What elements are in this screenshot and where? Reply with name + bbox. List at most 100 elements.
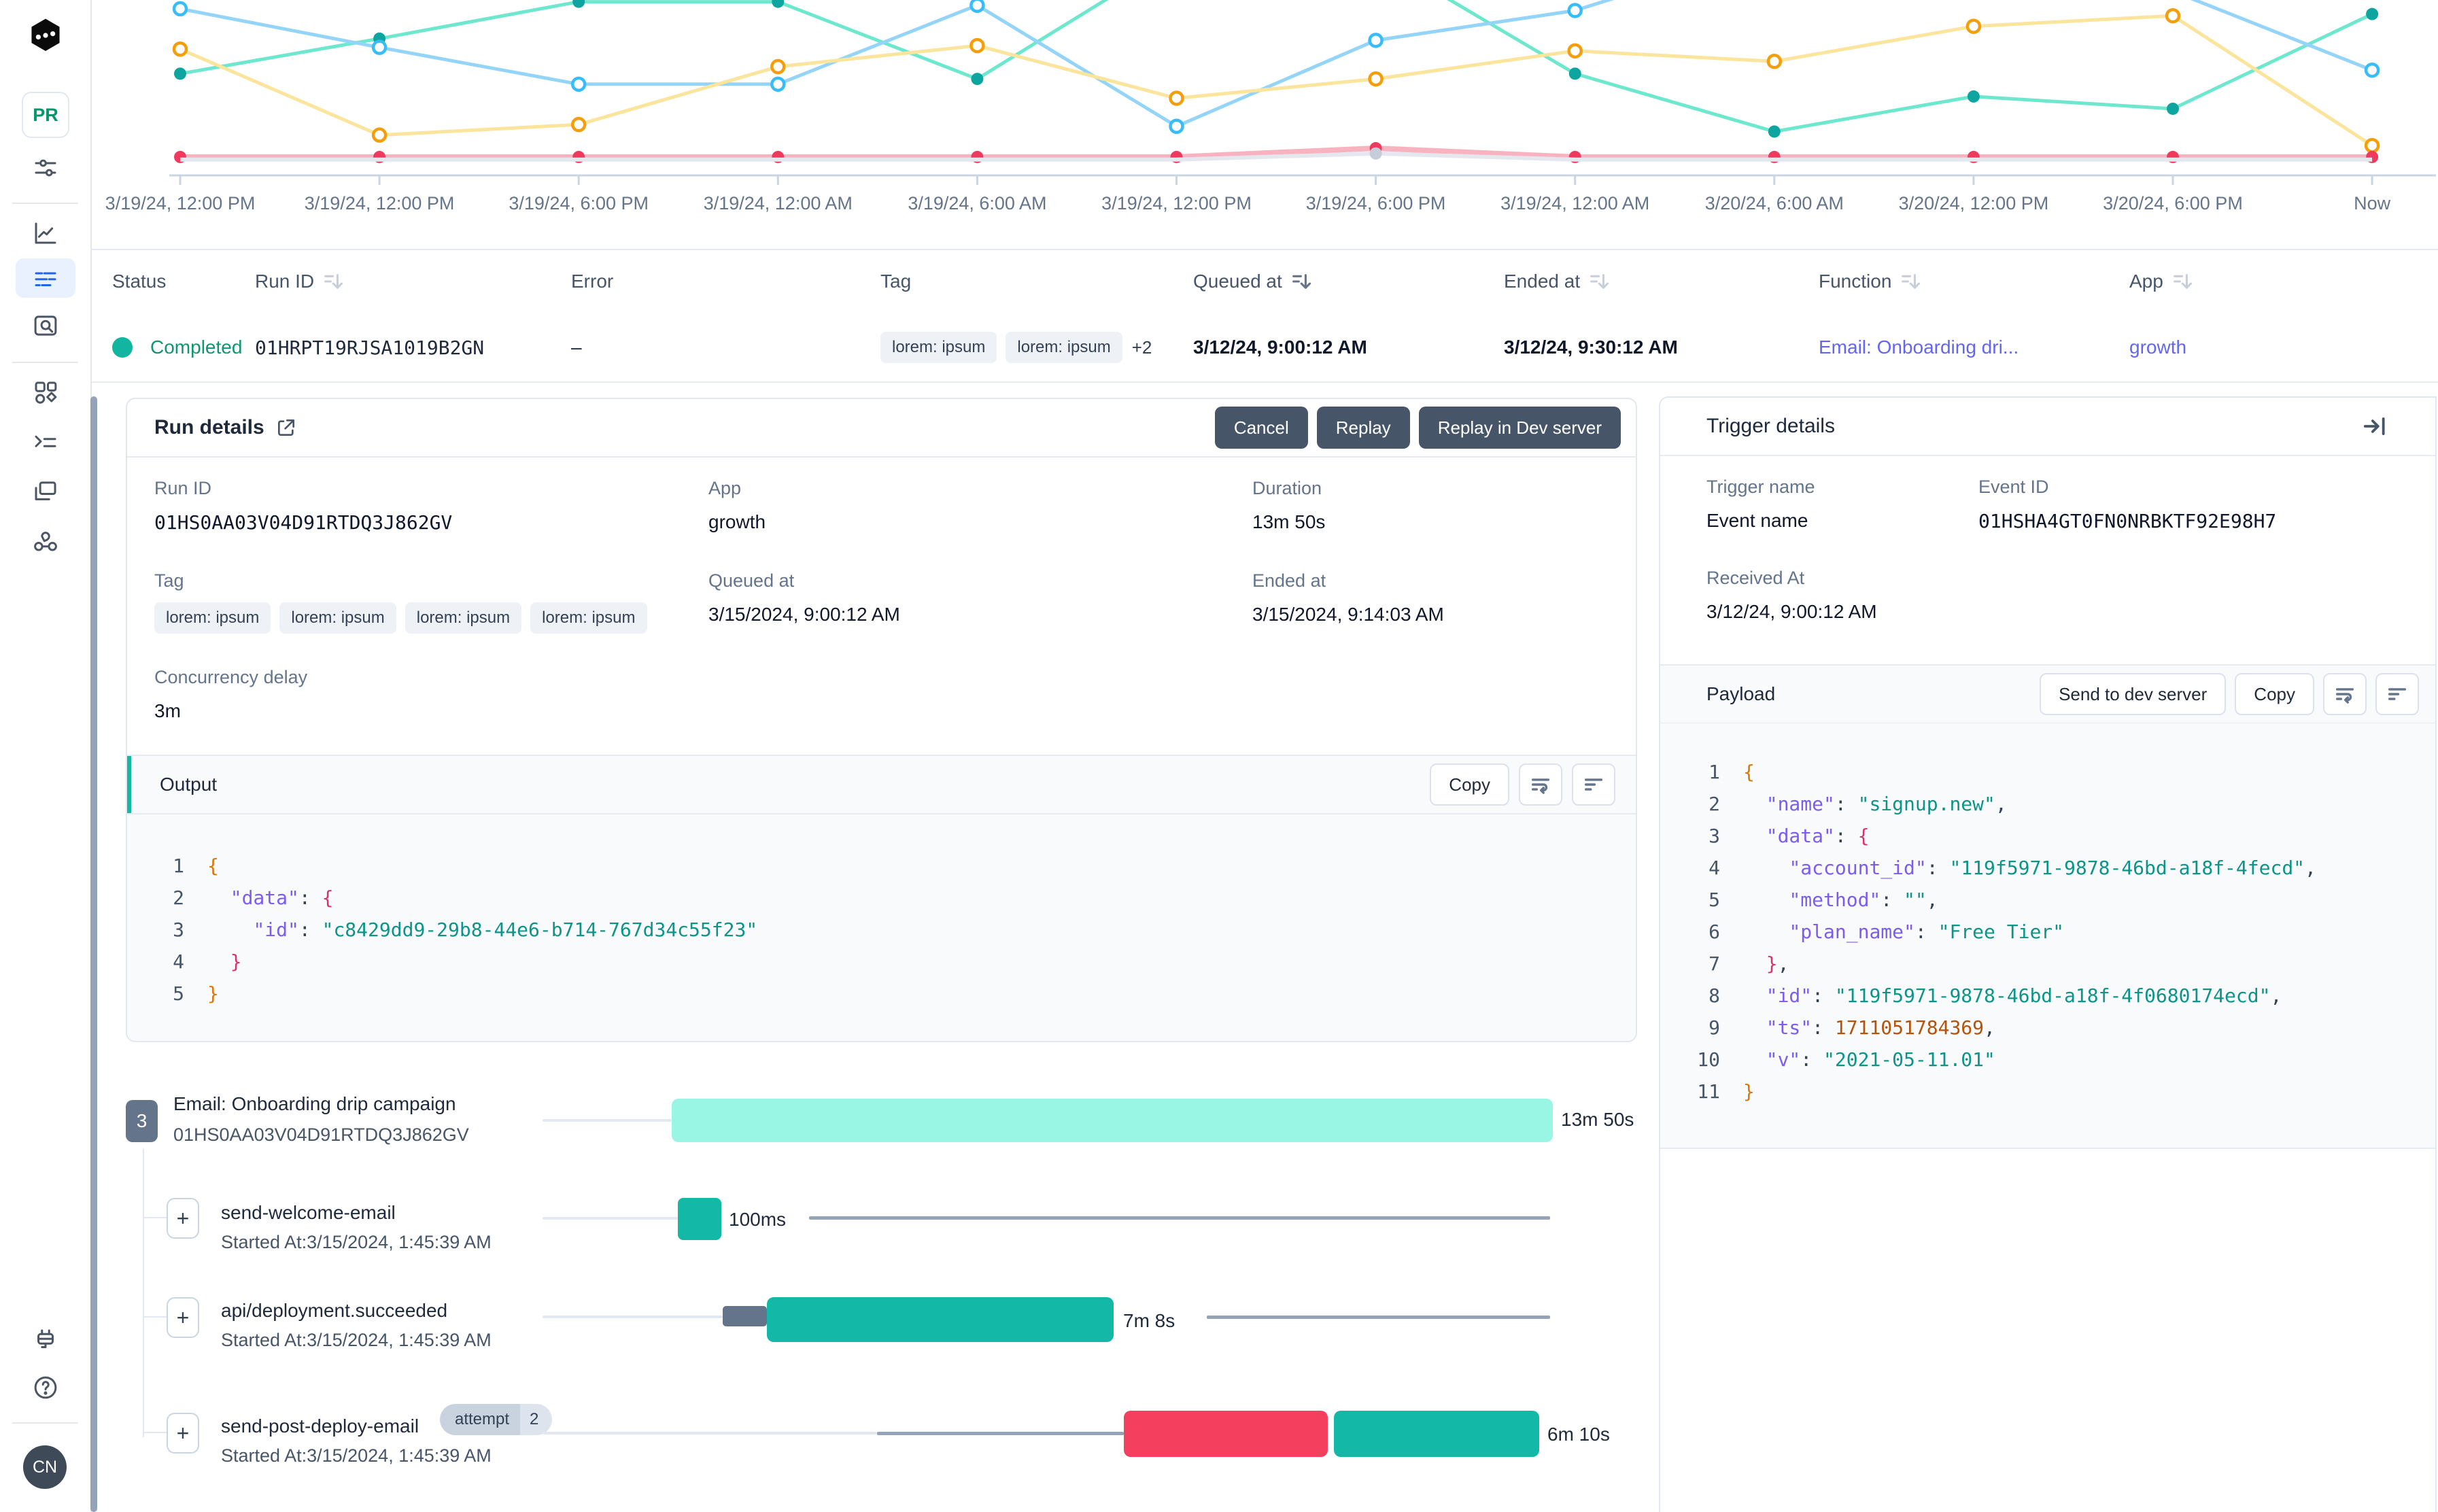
sort-icon	[2173, 273, 2192, 289]
user-avatar[interactable]: CN	[23, 1445, 67, 1489]
timeline-wait-block[interactable]	[723, 1306, 767, 1326]
x-axis-label: 3/19/24, 12:00 PM	[105, 193, 256, 213]
sort-icon	[1902, 273, 1921, 289]
functions-icon[interactable]	[16, 423, 75, 462]
timeline-step-count-badge: 3	[126, 1100, 158, 1142]
code-line: 2 "data": {	[141, 882, 1636, 914]
ended-at-label: Ended at	[1252, 570, 1326, 591]
expand-step-button[interactable]: +	[167, 1198, 199, 1239]
filters-icon[interactable]	[16, 148, 75, 188]
metrics-icon[interactable]	[16, 213, 75, 253]
chart-point	[371, 39, 388, 55]
app-link[interactable]: growth	[2129, 337, 2187, 358]
received-at-field: Received At 3/12/24, 9:00:12 AM	[1706, 568, 1877, 623]
replay-button[interactable]: Replay	[1316, 407, 1410, 449]
send-to-dev-server-button[interactable]: Send to dev server	[2040, 673, 2227, 715]
tags-more[interactable]: +2	[1131, 337, 1152, 358]
column-header-function[interactable]: Function	[1819, 249, 1923, 313]
word-wrap-icon[interactable]	[2323, 673, 2367, 715]
timeline-bar-total[interactable]	[672, 1099, 1553, 1142]
tag-chip: lorem: ipsum	[405, 602, 522, 634]
line-number: 1	[1709, 761, 1720, 783]
ended-at-cell: 3/12/24, 9:30:12 AM	[1504, 337, 1678, 358]
app-value-link[interactable]: growth	[708, 511, 766, 532]
run-tag-chips: lorem: ipsum lorem: ipsum lorem: ipsum lore…	[154, 602, 647, 634]
code-line: 3 "data": {	[1677, 820, 2435, 852]
word-wrap-icon[interactable]	[1519, 763, 1562, 806]
runs-volume-chart: 3/19/24, 12:00 PM 3/19/24, 12:00 PM 3/19/2…	[90, 0, 2438, 250]
timeline-bar-step[interactable]	[767, 1297, 1114, 1342]
column-header-status: Status	[112, 249, 166, 313]
help-icon[interactable]	[16, 1368, 75, 1407]
timeline-bar-step[interactable]	[1334, 1411, 1539, 1457]
chart-point	[1369, 147, 1382, 160]
chart-point	[1568, 67, 1581, 80]
column-header-run-id[interactable]: Run ID	[255, 249, 345, 313]
line-number: 2	[1709, 793, 1720, 815]
payload-copy-button[interactable]: Copy	[2235, 673, 2314, 715]
environment-badge[interactable]: PR	[22, 92, 69, 138]
timeline-bar-failed-attempt[interactable]	[1124, 1411, 1328, 1457]
x-axis-label: 3/19/24, 6:00 PM	[509, 193, 649, 213]
app-field: App growth	[708, 478, 766, 533]
expand-step-button[interactable]: +	[167, 1413, 199, 1454]
concurrency-field: Concurrency delay 3m	[154, 667, 307, 722]
sidebar-divider	[12, 203, 78, 204]
output-accent-bar	[127, 756, 131, 813]
webhook-icon[interactable]	[16, 521, 75, 560]
trigger-header: Trigger details	[1660, 398, 2435, 456]
column-header-app[interactable]: App	[2129, 249, 2195, 313]
apps-icon[interactable]	[16, 373, 75, 412]
line-number: 1	[173, 855, 184, 877]
output-copy-button[interactable]: Copy	[1430, 763, 1509, 806]
chart-point	[1967, 90, 1980, 103]
trigger-name-field: Trigger name Event name	[1706, 477, 1815, 532]
cancel-button[interactable]: Cancel	[1214, 407, 1308, 449]
x-axis-label: 3/19/24, 12:00 AM	[704, 193, 853, 213]
trigger-name-value: Event name	[1706, 510, 1808, 531]
timeline-row-run-id: 01HS0AA03V04D91RTDQ3J862GV	[173, 1124, 469, 1145]
environments-icon[interactable]	[16, 472, 75, 511]
sidebar-divider	[12, 1422, 78, 1424]
tree-stub	[143, 1432, 167, 1433]
chart-series-gray-series	[180, 151, 2373, 162]
chart-point	[570, 76, 587, 92]
run-details-card: Run details Cancel Replay Replay in Dev …	[126, 398, 1637, 1042]
tag-chip: lorem: ipsum	[530, 602, 647, 634]
line-number: 8	[1709, 984, 1720, 1007]
replay-dev-server-button[interactable]: Replay in Dev server	[1418, 407, 1621, 449]
line-number: 9	[1709, 1016, 1720, 1039]
sort-icon	[1292, 273, 1311, 289]
x-axis-label: 3/20/24, 12:00 PM	[1899, 193, 2049, 213]
run-id-field: Run ID 01HS0AA03V04D91RTDQ3J862GV	[154, 478, 452, 534]
format-align-icon[interactable]	[2375, 673, 2419, 715]
line-number: 6	[1709, 921, 1720, 943]
timeline-bar-step[interactable]	[678, 1198, 721, 1240]
code-line: 9 "ts": 1711051784369,	[1677, 1012, 2435, 1044]
x-axis-label: 3/19/24, 12:00 AM	[1500, 193, 1649, 213]
event-id-field: Event ID 01HSHA4GT0FN0NRBKTF92E98H7	[1978, 477, 2276, 532]
format-align-icon[interactable]	[1572, 763, 1615, 806]
run-table-row[interactable]: Completed 01HRPT19RJSA1019B2GN – lorem: …	[90, 313, 2438, 383]
code-line: 1{	[1677, 756, 2435, 788]
sidebar-item-runs[interactable]	[15, 258, 75, 298]
timeline-trail-line	[809, 1216, 1550, 1220]
line-number: 3	[173, 918, 184, 941]
ended-at-field: Ended at 3/15/2024, 9:14:03 AM	[1252, 570, 1444, 625]
x-axis-label: 3/20/24, 6:00 AM	[1705, 193, 1844, 213]
column-header-queued-at[interactable]: Queued at	[1193, 249, 1314, 313]
vertical-scrollbar[interactable]	[90, 396, 97, 1512]
expand-step-button[interactable]: +	[167, 1297, 199, 1338]
dev-server-icon[interactable]	[16, 1320, 75, 1360]
error-cell: –	[571, 337, 582, 358]
tag-chip: lorem: ipsum	[279, 602, 396, 634]
payload-header: Payload Send to dev server Copy	[1660, 664, 2435, 724]
event-search-icon[interactable]	[16, 306, 75, 345]
line-number: 4	[1709, 857, 1720, 879]
collapse-panel-icon[interactable]	[2362, 413, 2388, 439]
inngest-logo-icon[interactable]	[16, 16, 75, 56]
function-link[interactable]: Email: Onboarding dri...	[1819, 337, 2019, 358]
chart-point	[1567, 3, 1583, 18]
column-header-ended-at[interactable]: Ended at	[1504, 249, 1611, 313]
external-link-icon[interactable]	[275, 417, 297, 439]
